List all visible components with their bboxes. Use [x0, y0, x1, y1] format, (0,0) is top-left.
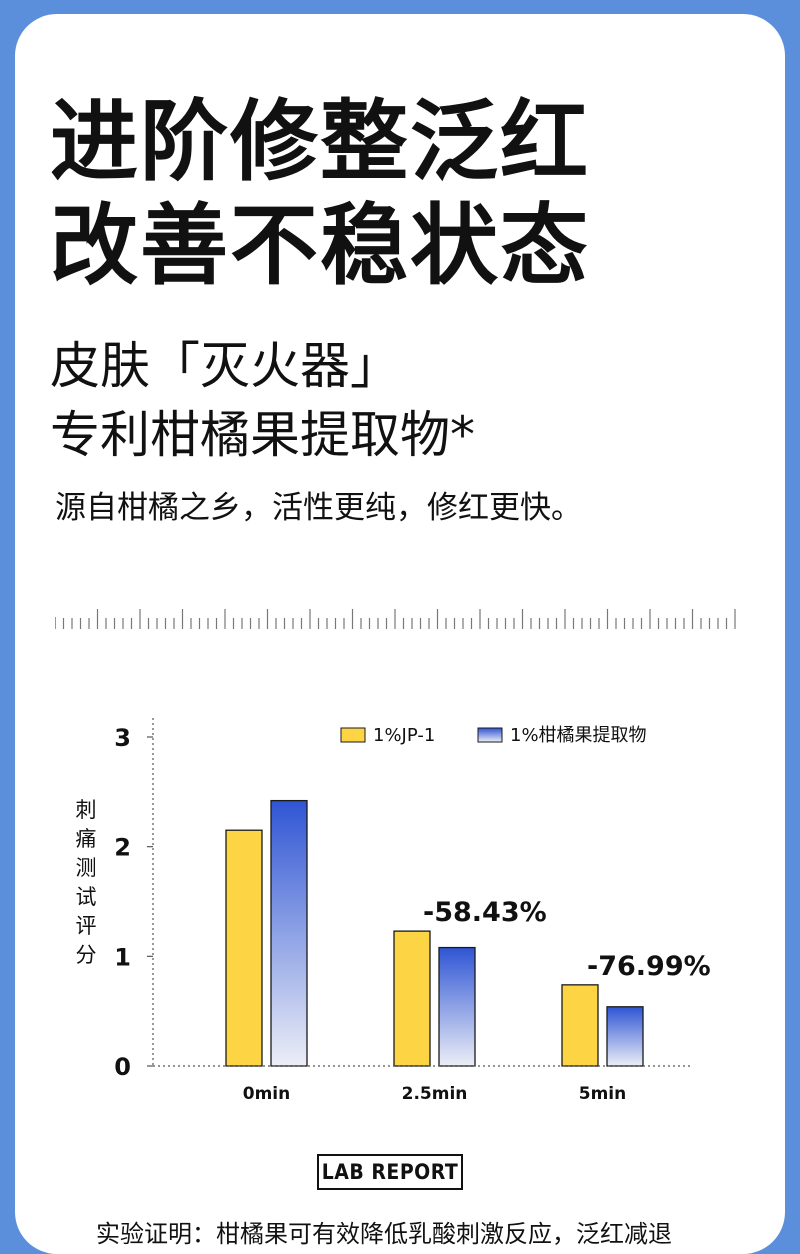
lab-report-badge: LAB REPORT	[317, 1154, 463, 1190]
bar-citrus-2.5min	[438, 946, 476, 1067]
x-tick-label: 5min	[579, 1084, 626, 1104]
change-annotation: -76.99%	[587, 951, 711, 982]
x-tick-label: 0min	[243, 1084, 290, 1104]
subheading-line-1: 皮肤「灭火器」	[50, 337, 400, 395]
headline-line-2: 改善不稳状态	[50, 194, 591, 297]
bar-chart: 刺痛测试评分 0 1 2 3 0min 2.5min 5min -58.43% -76.99…	[76, 718, 711, 1104]
bar-jp1-0min	[225, 829, 263, 1067]
legend-swatch	[340, 727, 366, 743]
footnote: 实验证明：柑橘果可有效降低乳酸刺激反应，泛红减退	[96, 1220, 672, 1248]
change-annotation: -58.43%	[423, 897, 547, 928]
headline-line-1: 进阶修整泛红	[50, 90, 591, 193]
legend-swatch	[477, 727, 503, 743]
legend-label: 1%柑橘果提取物	[510, 725, 647, 746]
x-tick-label: 2.5min	[402, 1084, 468, 1104]
y-tick-label: 0	[114, 1053, 131, 1081]
tagline: 源自柑橘之乡，活性更纯，修红更快。	[55, 490, 582, 526]
bar-jp1-2.5min	[393, 930, 431, 1067]
bar-jp1-5min	[561, 984, 599, 1067]
y-axis-label: 刺痛测试评分	[76, 798, 97, 967]
subheading-line-2: 专利柑橘果提取物*	[50, 406, 475, 464]
legend-label: 1%JP-1	[373, 725, 435, 746]
bar-citrus-5min	[606, 1006, 644, 1067]
bar-citrus-0min	[270, 799, 308, 1067]
ruler-divider	[55, 609, 736, 629]
y-tick-label: 2	[114, 834, 131, 862]
y-tick-label: 3	[114, 724, 131, 752]
y-tick-label: 1	[114, 943, 131, 971]
